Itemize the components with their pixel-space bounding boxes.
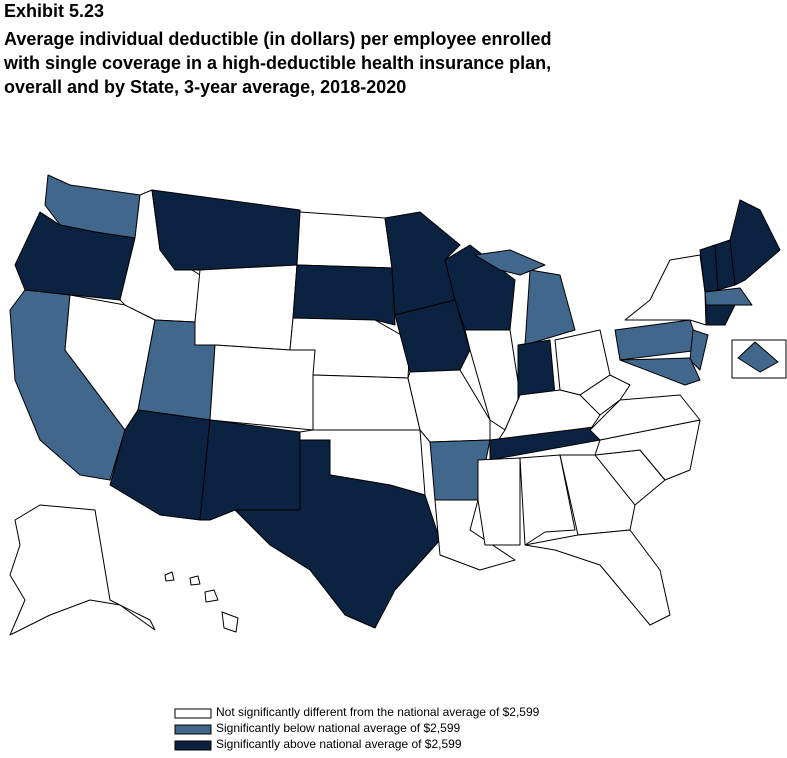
state — [704, 287, 753, 306]
state — [614, 319, 701, 361]
title-line: Average individual deductible (in dollar… — [4, 29, 552, 49]
legend: Not significantly different from the nat… — [174, 705, 540, 751]
state — [589, 394, 701, 441]
state — [209, 344, 316, 431]
state — [624, 254, 707, 326]
state — [199, 419, 301, 521]
state — [524, 529, 671, 626]
state — [737, 341, 779, 373]
legend-label: Significantly below national average of … — [216, 721, 460, 735]
state — [292, 264, 396, 326]
state — [394, 299, 471, 373]
exhibit-label: Exhibit 5.23 — [4, 1, 105, 21]
state — [9, 504, 156, 636]
state — [705, 304, 736, 326]
state — [194, 264, 298, 351]
legend-swatch — [174, 708, 212, 719]
state — [729, 199, 781, 286]
states — [9, 174, 787, 636]
state — [474, 249, 546, 276]
state — [164, 571, 175, 582]
legend-label: Significantly above national average of … — [216, 737, 462, 751]
title-line: with single coverage in a high-deductibl… — [4, 53, 552, 73]
state — [234, 439, 441, 629]
state — [579, 374, 631, 416]
legend-swatch — [174, 740, 212, 751]
state — [204, 589, 219, 603]
legend-label: Not significantly different from the nat… — [216, 705, 540, 719]
state — [189, 575, 201, 586]
state — [312, 374, 421, 431]
state — [689, 329, 709, 371]
state — [221, 611, 239, 633]
state — [519, 454, 576, 546]
state — [296, 211, 393, 269]
title-line: overall and by State, 3-year average, 20… — [4, 77, 407, 97]
state — [151, 189, 301, 271]
legend-swatch — [174, 724, 212, 735]
state — [619, 357, 701, 386]
state — [559, 454, 636, 536]
state — [524, 269, 576, 346]
state — [477, 457, 521, 546]
